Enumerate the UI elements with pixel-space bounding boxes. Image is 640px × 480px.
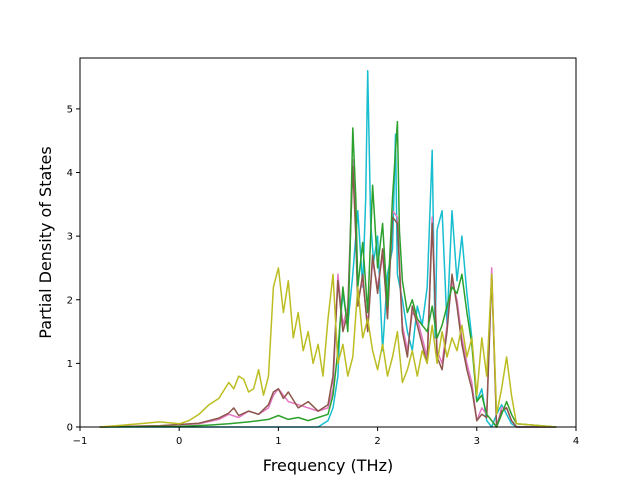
series-line-2	[99, 165, 557, 428]
plot-frame	[79, 57, 577, 428]
y-tick-label-1: 1	[67, 359, 73, 370]
y-axis-ticks: 0 1 2 3 4 5	[67, 104, 80, 434]
x-tick-label-1: 0	[176, 436, 182, 447]
x-tick-label-4: 3	[474, 436, 480, 447]
y-tick-label-2: 2	[67, 295, 73, 306]
x-tick-label-0: −1	[73, 436, 88, 447]
plot-lines	[99, 69, 557, 428]
x-axis-ticks: −1 0 1 2 3 4	[73, 427, 579, 447]
y-axis-label: Partial Density of States	[36, 146, 55, 338]
x-axis-label: Frequency (THz)	[263, 456, 393, 475]
y-tick-label-4: 4	[67, 168, 73, 179]
series-line-4	[99, 267, 557, 428]
x-tick-label-5: 4	[573, 436, 579, 447]
x-tick-label-3: 2	[374, 436, 380, 447]
y-tick-label-3: 3	[67, 232, 73, 243]
y-tick-label-0: 0	[67, 423, 73, 434]
y-tick-label-5: 5	[67, 104, 73, 115]
x-tick-label-2: 1	[275, 436, 281, 447]
series-line-3	[99, 120, 557, 428]
